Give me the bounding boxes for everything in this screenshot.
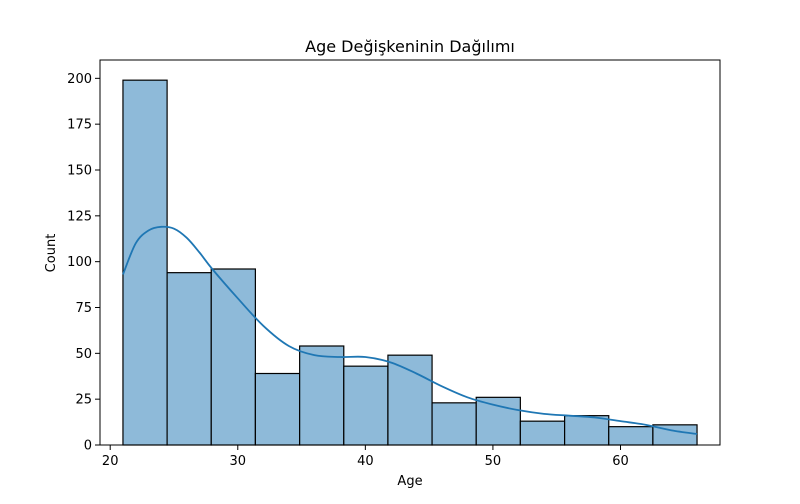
- histogram-bar-9: [519, 420, 566, 446]
- histogram-bar-2: [210, 268, 256, 446]
- y-tick-label: 150: [67, 164, 92, 179]
- kde-curve: [122, 225, 698, 435]
- x-tick-label: 40: [357, 454, 374, 469]
- plot-frame: [99, 59, 721, 446]
- histogram-bar-6: [387, 354, 433, 446]
- axes-layer: 20 30 40 50 60 0 25 50 75 100 125 150 175 200: [67, 59, 721, 469]
- x-tick-label: 30: [230, 454, 247, 469]
- y-tick-label: 50: [75, 347, 92, 362]
- y-tick-label: 75: [75, 301, 92, 316]
- x-axis-label: Age: [397, 474, 422, 489]
- chart-title: Age Değişkeninin Dağılımı: [305, 37, 515, 56]
- histogram-bar-0: [122, 79, 168, 446]
- y-tick-label: 0: [84, 439, 92, 454]
- histogram-bar-7: [431, 402, 477, 446]
- y-tick-label: 25: [75, 393, 92, 408]
- kde-layer: [122, 225, 698, 435]
- histogram-bar-11: [608, 426, 654, 446]
- x-tick-label: 50: [485, 454, 502, 469]
- y-axis-label: Count: [44, 234, 59, 273]
- histogram-bar-1: [166, 272, 212, 446]
- y-tick-label: 125: [67, 209, 92, 224]
- y-tick-label: 200: [67, 72, 92, 87]
- histogram-bar-10: [564, 415, 610, 446]
- x-tick-label: 20: [102, 454, 119, 469]
- histogram-bar-8: [475, 396, 521, 446]
- y-tick-label: 100: [67, 255, 92, 270]
- histogram-bar-4: [299, 345, 345, 446]
- y-tick-label: 175: [67, 118, 92, 133]
- histogram-bar-5: [343, 365, 389, 446]
- histogram-bar-3: [254, 372, 301, 446]
- x-tick-label: 60: [612, 454, 629, 469]
